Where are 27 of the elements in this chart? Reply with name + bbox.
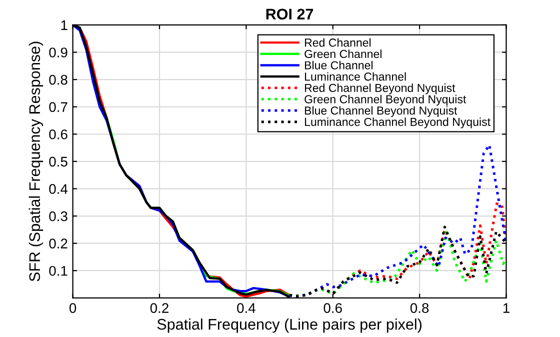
legend-label: Green Channel	[304, 50, 382, 58]
y-tick-label: 0.6	[49, 129, 68, 140]
y-tick-label: 1	[61, 20, 68, 30]
y-tick-label: 0.7	[49, 102, 68, 112]
x-tick-label: 0.2	[150, 303, 168, 313]
y-tick-label: 0.3	[49, 211, 68, 222]
legend-label: Red Channel	[304, 38, 371, 47]
y-tick-label: 0.1	[49, 266, 68, 276]
chart-title: ROI 27	[266, 8, 314, 20]
x-tick-label: 0.6	[324, 303, 342, 313]
y-tick-label: 0.9	[49, 48, 68, 58]
y-tick-label: 0.8	[49, 74, 68, 85]
x-tick-label: 1	[503, 303, 510, 313]
legend-label: Blue Channel Beyond Nyquist	[304, 106, 458, 117]
y-tick-label: 0.5	[49, 156, 68, 167]
x-tick-label: 0.4	[237, 303, 256, 313]
legend-label: Luminance Channel	[304, 72, 406, 81]
legend-label: Blue Channel	[304, 60, 372, 70]
legend-label: Red Channel Beyond Nyquist	[304, 84, 456, 94]
y-tick-label: 0.2	[49, 238, 68, 248]
y-tick-label: 0.4	[49, 184, 68, 194]
legend-label: Green Channel Beyond Nyquist	[304, 94, 466, 106]
y-axis-title: SFR (Spatial Frequency Response)	[28, 42, 44, 282]
legend-label: Luminance Channel Beyond Nyquist	[304, 118, 490, 128]
x-tick-label: 0.8	[410, 303, 429, 313]
x-axis-title: Spatial Frequency (Line pairs per pixel)	[157, 318, 422, 333]
x-tick-label: 0	[69, 303, 76, 313]
